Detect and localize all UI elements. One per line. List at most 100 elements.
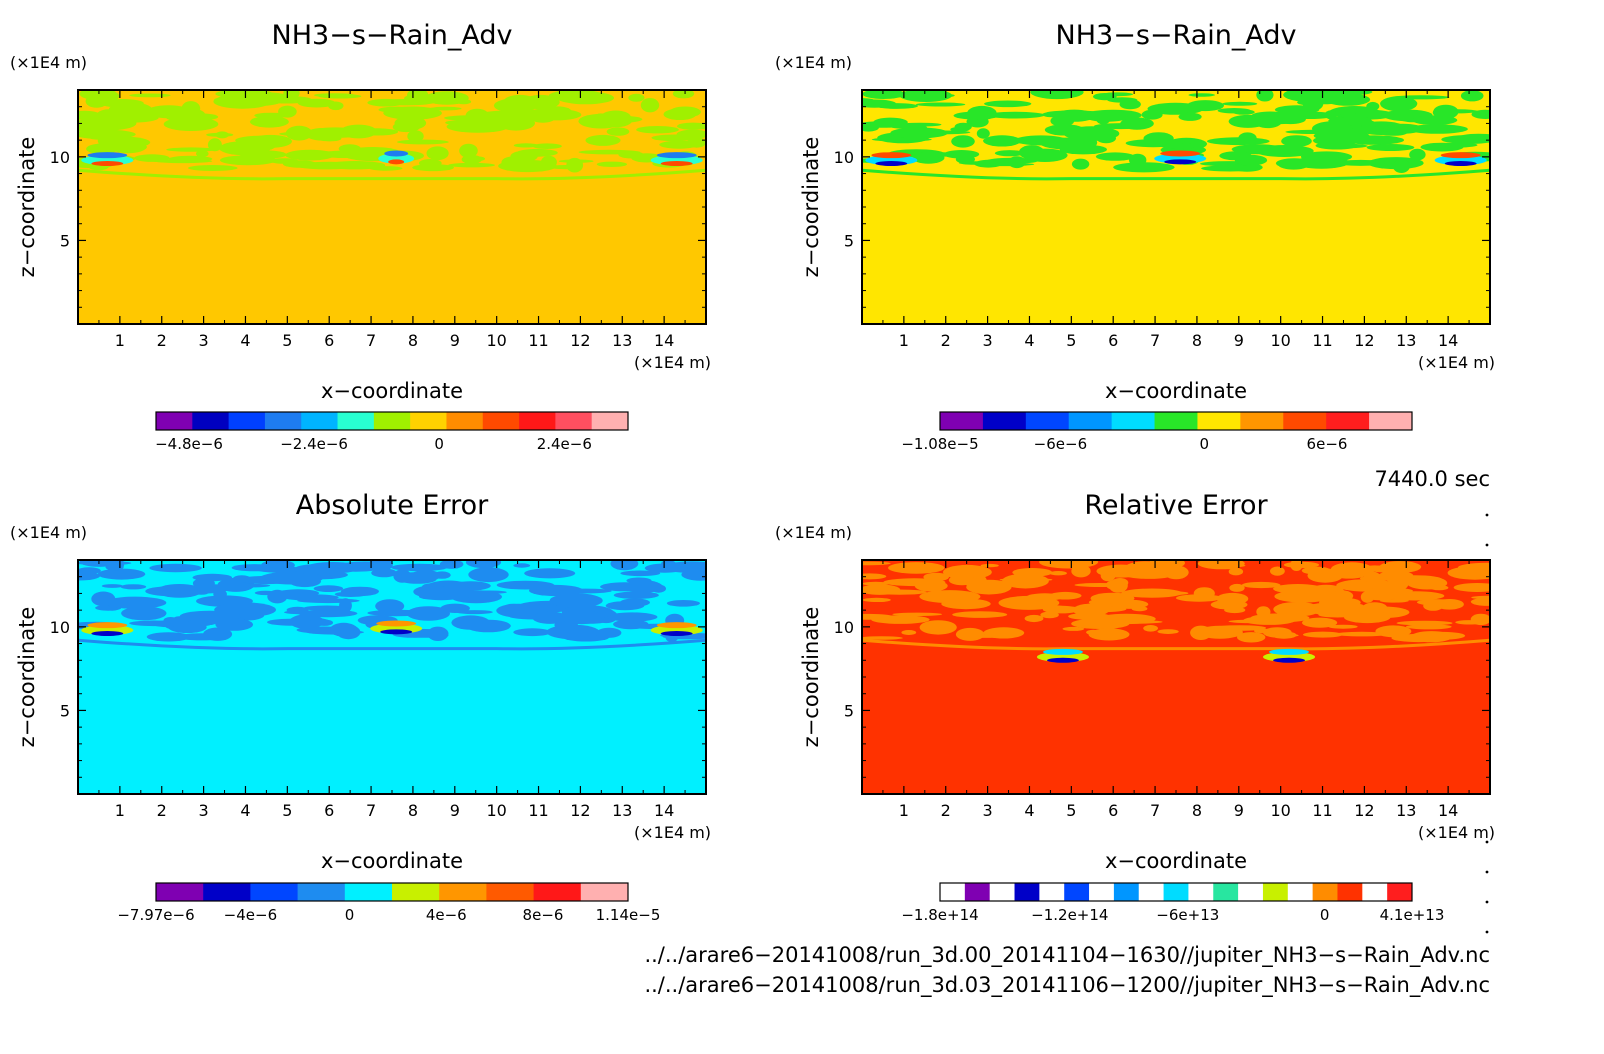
x-tick-label: 14	[1438, 331, 1458, 350]
contour-patch	[955, 627, 985, 641]
contour-patch	[294, 564, 339, 575]
x-unit-label: (×1E4 m)	[634, 823, 711, 842]
contour-patch	[1049, 571, 1067, 576]
contour-patch	[503, 603, 523, 611]
contour-patch	[985, 111, 1045, 119]
contour-core	[660, 161, 693, 167]
contour-patch	[951, 135, 975, 148]
panel-nh3-rain-adv-run03: NH3−s−Rain_Adv (×1E4 m) 1 2 3 4 5 6 7 8 9 10 11 12 1…	[775, 20, 1495, 453]
contour-patch	[525, 108, 575, 120]
colorbar: −7.97e−6 −4e−6 0 4e−6 8e−6 1.14e−5	[117, 882, 660, 924]
x-tick-label: 8	[408, 801, 418, 820]
contour-patch	[496, 580, 555, 590]
x-tick-label: 4	[240, 801, 250, 820]
contour-patch	[1328, 624, 1358, 629]
y-unit-label: (×1E4 m)	[10, 53, 87, 72]
x-tick-label: 6	[1108, 801, 1118, 820]
x-tick-label: 1	[899, 801, 909, 820]
contour-patch	[1433, 104, 1459, 120]
contour-patch	[1222, 101, 1258, 106]
contour-patch	[958, 161, 991, 165]
contour-patch	[862, 573, 887, 580]
contour-patch	[941, 598, 991, 610]
x-tick-label: 2	[941, 801, 951, 820]
file-path-2: ../../arare6−20141008/run_3d.03_20141106…	[644, 973, 1490, 998]
contour-patch	[1026, 593, 1064, 601]
contour-core	[376, 620, 417, 627]
contour-patch	[952, 611, 1008, 618]
contour-patch	[1201, 165, 1259, 172]
y-axis-label: z−coordinate	[799, 137, 823, 278]
contour-patch	[1030, 90, 1084, 100]
contour-patch	[1333, 566, 1377, 574]
contour-patch	[1254, 145, 1314, 157]
contour-patch	[1340, 111, 1357, 118]
contour-patch	[1366, 144, 1415, 151]
x-tick-label: 6	[324, 801, 334, 820]
contour-patch	[1024, 614, 1044, 623]
contour-patch	[984, 100, 1032, 108]
colorbar-label: 0	[1200, 435, 1210, 453]
contour-patch	[1274, 590, 1333, 603]
contour-patch	[465, 560, 502, 568]
y-tick-label: 5	[60, 231, 70, 250]
colorbar-swatch	[1025, 412, 1070, 430]
x-axis-label: x−coordinate	[1105, 849, 1247, 873]
contour-patch	[1406, 124, 1468, 134]
colorbar-label: 6e−6	[1307, 435, 1348, 453]
contour-patch	[285, 149, 335, 161]
x-tick-label: 6	[1108, 331, 1118, 350]
contour-patch	[249, 116, 289, 128]
contour-patch	[78, 567, 101, 575]
contour-patch	[1071, 158, 1090, 170]
colorbar-swatch	[410, 412, 447, 430]
panel-relative-error: Relative Error (×1E4 m) 1 2 3 4 5 6 7 8 9 10 11 12 1…	[775, 490, 1495, 924]
x-tick-label: 3	[199, 801, 209, 820]
contour-patch	[1188, 93, 1215, 97]
contour-patch	[297, 609, 358, 618]
contour-patch	[1008, 156, 1026, 169]
contour-patch	[919, 620, 957, 635]
contour-patch	[313, 585, 344, 592]
x-tick-label: 4	[240, 331, 250, 350]
contour-patch	[308, 127, 363, 138]
contour-patch	[79, 90, 117, 101]
contour-core	[91, 631, 124, 637]
contour-patch	[129, 93, 171, 98]
contour-patch	[448, 162, 495, 168]
contour-patch	[966, 579, 1012, 595]
contour-patch	[170, 616, 189, 628]
colorbar-label: 0	[434, 435, 444, 453]
contour-patch	[613, 591, 659, 599]
contour-field	[78, 90, 706, 324]
contour-patch	[890, 127, 948, 139]
contour-patch	[1283, 561, 1320, 569]
contour-patch	[1072, 603, 1110, 617]
contour-patch	[1253, 114, 1282, 129]
contour-patch	[149, 563, 202, 573]
contour-patch	[413, 585, 452, 598]
contour-patch	[325, 161, 386, 170]
colorbar-swatch	[264, 412, 302, 430]
contour-patch	[213, 94, 272, 109]
colorbar-swatch	[1326, 412, 1370, 430]
contour-patch	[297, 598, 360, 604]
contour-patch	[513, 628, 552, 637]
contour-patch	[1379, 561, 1422, 573]
contour-core	[91, 161, 124, 167]
x-unit-label: (×1E4 m)	[1418, 353, 1495, 372]
x-tick-label: 12	[1354, 801, 1374, 820]
contour-patch	[101, 584, 123, 588]
contour-patch	[1281, 135, 1312, 148]
x-tick-label: 5	[1066, 801, 1076, 820]
x-tick-label: 10	[486, 331, 506, 350]
colorbar-swatch	[297, 883, 346, 901]
contour-patch	[618, 151, 644, 159]
contour-patch	[585, 134, 621, 146]
panel-title: NH3−s−Rain_Adv	[1056, 20, 1297, 51]
contour-patch	[314, 93, 356, 98]
contour-patch	[1302, 631, 1343, 638]
colorbar-swatch	[1111, 412, 1156, 430]
contour-patch	[1228, 567, 1244, 576]
